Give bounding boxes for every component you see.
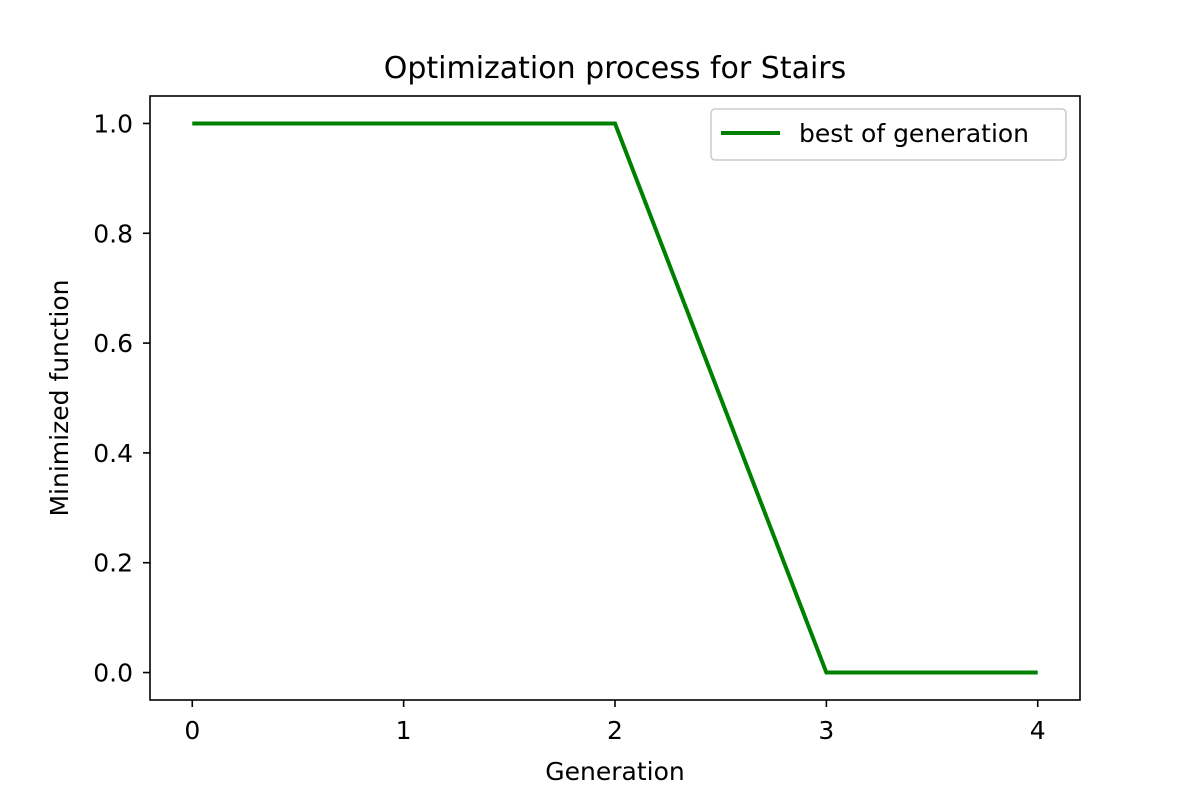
legend-label-best-of-generation: best of generation xyxy=(799,119,1029,148)
x-tick-label: 3 xyxy=(818,716,834,745)
y-tick-label: 0.4 xyxy=(93,439,133,468)
y-tick-label: 0.8 xyxy=(93,219,133,248)
x-axis-label: Generation xyxy=(545,757,684,786)
x-tick-label: 0 xyxy=(184,716,200,745)
series-layer xyxy=(192,121,1038,675)
series-line-0 xyxy=(192,121,1038,675)
legend: best of generation xyxy=(710,108,1067,161)
y-tick-label: 0.2 xyxy=(93,549,133,578)
y-tick-label: 0.6 xyxy=(93,329,133,358)
y-axis-label: Minimized function xyxy=(45,279,74,516)
y-axis-ticks: 0.0 0.2 0.4 0.6 0.8 1.0 xyxy=(93,109,150,688)
plot-area xyxy=(149,95,1081,701)
y-tick-label: 0.0 xyxy=(93,659,133,688)
y-tick-label: 1.0 xyxy=(93,109,133,138)
axes-frame xyxy=(149,95,1081,701)
x-tick-label: 2 xyxy=(607,716,623,745)
x-axis-ticks: 0 1 2 3 4 xyxy=(184,700,1046,745)
x-tick-label: 1 xyxy=(396,716,412,745)
chart-title: Optimization process for Stairs xyxy=(384,51,847,86)
legend-frame xyxy=(710,108,1067,161)
x-tick-label: 4 xyxy=(1030,716,1046,745)
